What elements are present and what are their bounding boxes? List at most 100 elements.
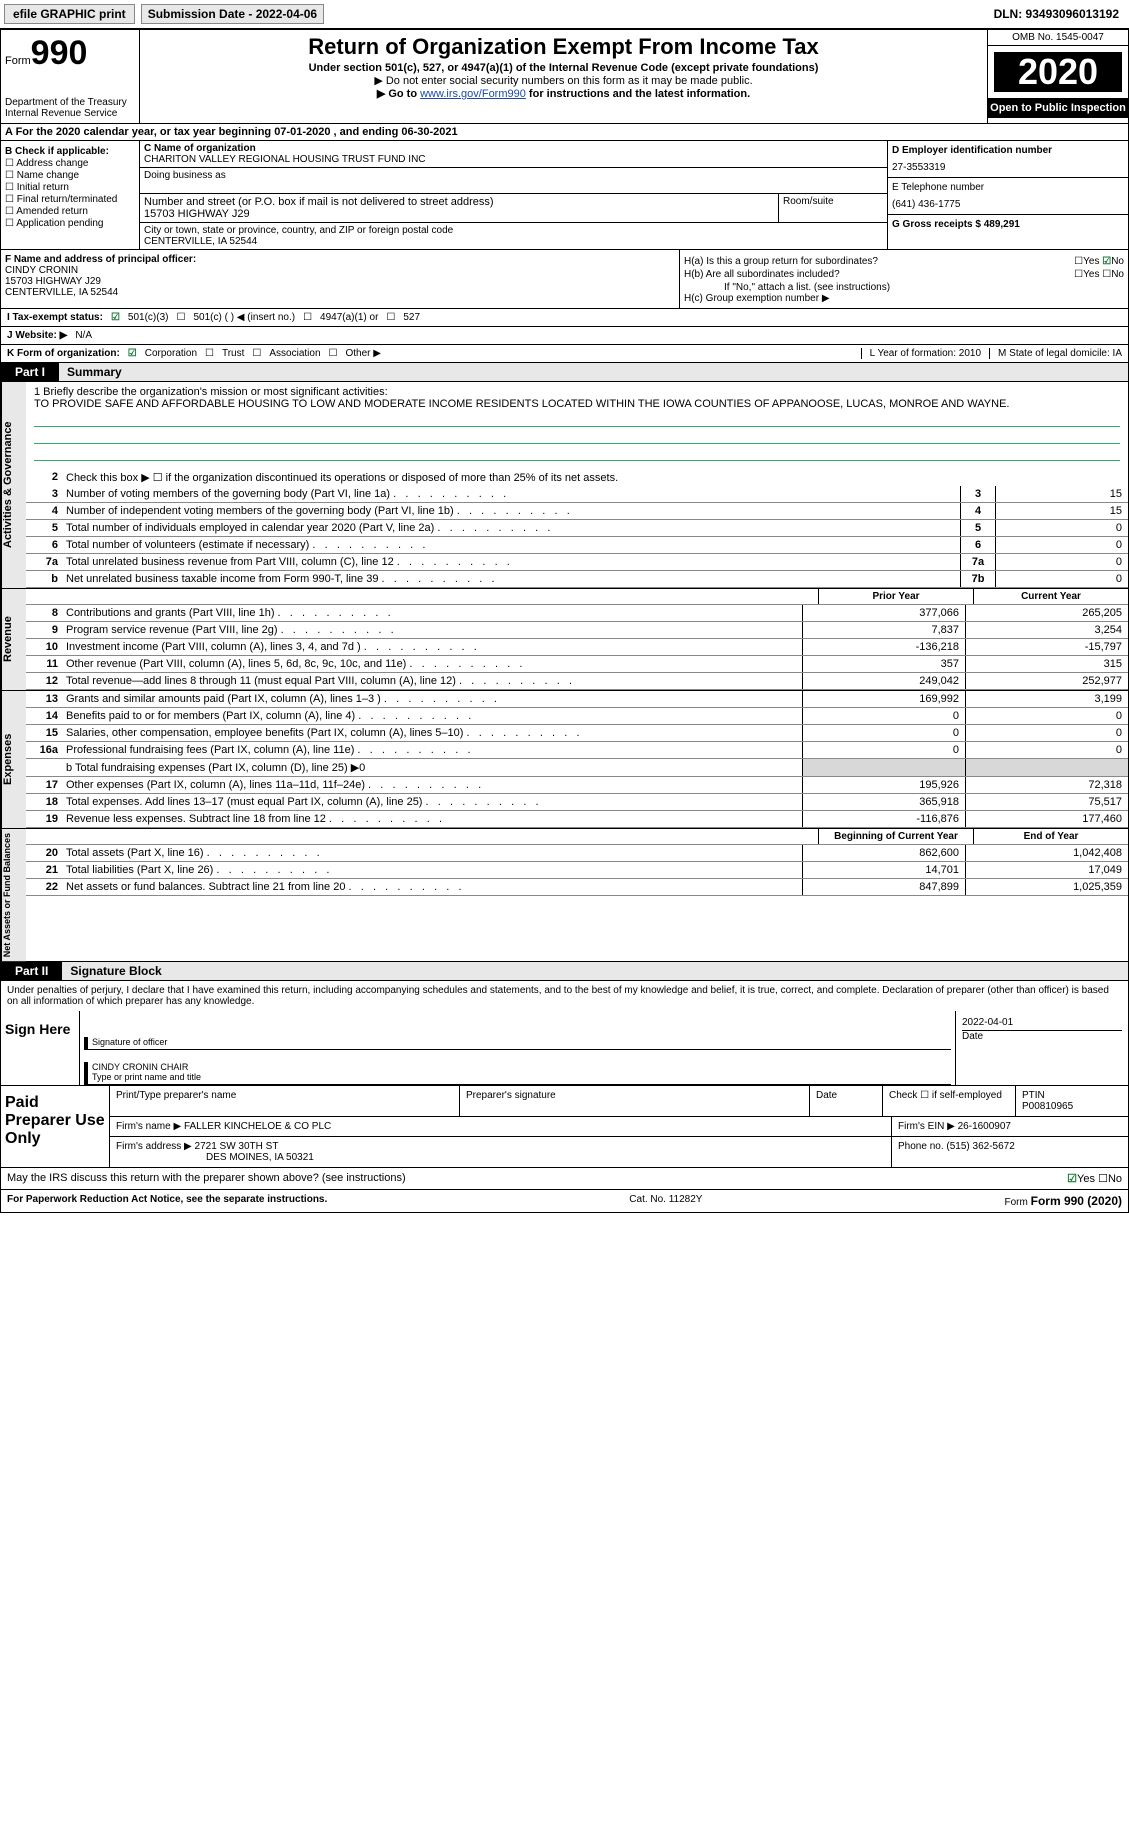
line-14-prior: 0: [802, 708, 965, 724]
firm-addr-cell: Firm's address ▶ 2721 SW 30TH ST DES MOI…: [110, 1137, 892, 1167]
org-name: CHARITON VALLEY REGIONAL HOUSING TRUST F…: [144, 154, 883, 165]
gross-receipts: G Gross receipts $ 489,291: [892, 219, 1124, 230]
line-b-desc: Net unrelated business taxable income fr…: [62, 571, 960, 587]
discuss-no-chk[interactable]: [1098, 1173, 1108, 1185]
hb-no-chk[interactable]: [1102, 269, 1111, 280]
cat-no: Cat. No. 11282Y: [629, 1194, 702, 1208]
chk-initial-return[interactable]: Initial return: [5, 182, 135, 193]
part2-tab: Part II: [1, 962, 62, 980]
chk-final-return[interactable]: Final return/terminated: [5, 194, 135, 205]
line-b-value: 0: [996, 571, 1128, 587]
l-year-formation: L Year of formation: 2010: [861, 348, 981, 359]
line-6-box: 6: [960, 537, 996, 553]
org-name-cell: C Name of organization CHARITON VALLEY R…: [140, 141, 887, 168]
line-11-prior: 357: [802, 656, 965, 672]
line-8-prior: 377,066: [802, 605, 965, 621]
form-word: Form: [5, 55, 31, 67]
form-subtitle-3: ▶ Go to www.irs.gov/Form990 for instruct…: [144, 87, 983, 100]
chk-527[interactable]: [386, 312, 395, 323]
line-9-current: 3,254: [965, 622, 1128, 638]
chk-association[interactable]: [252, 348, 261, 359]
form-header: Form990 Department of the Treasury Inter…: [0, 29, 1129, 124]
mission-block: 1 Briefly describe the organization's mi…: [26, 382, 1128, 469]
officer-addr2: CENTERVILLE, IA 52544: [5, 287, 675, 298]
hb-note: If "No," attach a list. (see instruction…: [684, 282, 1124, 293]
chk-application-pending[interactable]: Application pending: [5, 218, 135, 229]
line-4-value: 15: [996, 503, 1128, 519]
i-label: I Tax-exempt status:: [7, 312, 103, 323]
hb-row: H(b) Are all subordinates included? Yes …: [684, 269, 1124, 280]
prep-selfemp[interactable]: Check ☐ if self-employed: [883, 1086, 1016, 1116]
firm-name-label: Firm's name ▶: [116, 1121, 181, 1132]
form-ref: Form Form 990 (2020): [1005, 1194, 1123, 1208]
line-16a-current: 0: [965, 742, 1128, 758]
mission-text: TO PROVIDE SAFE AND AFFORDABLE HOUSING T…: [34, 398, 1120, 410]
line-16b: b Total fundraising expenses (Part IX, c…: [62, 759, 802, 776]
line-13-prior: 169,992: [802, 691, 965, 707]
sig-date-value: 2022-04-01: [962, 1017, 1122, 1028]
signature-line[interactable]: Signature of officer: [84, 1037, 951, 1050]
chk-corporation[interactable]: [128, 348, 137, 359]
officer-name-line: CINDY CRONIN CHAIR Type or print name an…: [84, 1062, 951, 1085]
hb-label: H(b) Are all subordinates included?: [684, 269, 840, 280]
line-19-prior: -116,876: [802, 811, 965, 827]
section-fh: F Name and address of principal officer:…: [0, 250, 1129, 309]
prep-name-header: Print/Type preparer's name: [110, 1086, 460, 1116]
ha-yes-chk[interactable]: [1074, 256, 1083, 267]
ha-no: No: [1111, 256, 1124, 267]
line-11-current: 315: [965, 656, 1128, 672]
chk-4947[interactable]: [303, 312, 312, 323]
line-10-desc: Investment income (Part VIII, column (A)…: [62, 639, 802, 655]
k-label: K Form of organization:: [7, 348, 120, 359]
col-f-officer: F Name and address of principal officer:…: [1, 250, 680, 308]
netassets-section: Net Assets or Fund Balances Beginning of…: [0, 829, 1129, 962]
j-label: J Website: ▶: [7, 330, 67, 341]
hc-label: H(c) Group exemption number ▶: [684, 293, 1124, 304]
chk-501c[interactable]: [177, 312, 186, 323]
chk-name-change[interactable]: Name change: [5, 170, 135, 181]
m-state-domicile: M State of legal domicile: IA: [989, 348, 1122, 359]
ha-row: H(a) Is this a group return for subordin…: [684, 256, 1124, 267]
hb-no: No: [1111, 269, 1124, 280]
line-22-desc: Net assets or fund balances. Subtract li…: [62, 879, 802, 895]
form-link[interactable]: www.irs.gov/Form990: [420, 88, 526, 100]
chk-trust[interactable]: [205, 348, 214, 359]
firm-ein-label: Firm's EIN ▶: [898, 1121, 955, 1132]
dept-treasury: Department of the Treasury Internal Reve…: [5, 97, 135, 119]
efile-button[interactable]: efile GRAPHIC print: [4, 4, 135, 24]
chk-501c3[interactable]: [111, 312, 120, 323]
ha-yes: Yes: [1083, 256, 1099, 267]
line-6-value: 0: [996, 537, 1128, 553]
signature-block: Under penalties of perjury, I declare th…: [0, 981, 1129, 1086]
line-4-desc: Number of independent voting members of …: [62, 503, 960, 519]
opt-other: Other ▶: [345, 348, 380, 359]
chk-amended-return[interactable]: Amended return: [5, 206, 135, 217]
line-9-desc: Program service revenue (Part VIII, line…: [62, 622, 802, 638]
expenses-vlabel: Expenses: [1, 691, 26, 828]
line-7a-desc: Total unrelated business revenue from Pa…: [62, 554, 960, 570]
line-15-desc: Salaries, other compensation, employee b…: [62, 725, 802, 741]
ein-value: 27-3553319: [892, 162, 1124, 173]
firm-addr-label: Firm's address ▶: [116, 1141, 192, 1152]
hb-yes-chk[interactable]: [1074, 269, 1083, 280]
chk-address-change[interactable]: Address change: [5, 158, 135, 169]
submission-date: Submission Date - 2022-04-06: [141, 4, 324, 24]
line-16a-desc: Professional fundraising fees (Part IX, …: [62, 742, 802, 758]
col-b-checkboxes: B Check if applicable: Address change Na…: [1, 141, 140, 249]
part2-title: Signature Block: [62, 962, 1128, 980]
col-h-group: H(a) Is this a group return for subordin…: [680, 250, 1128, 308]
line-4-box: 4: [960, 503, 996, 519]
ha-no-chk[interactable]: [1102, 256, 1111, 267]
discuss-yes-chk[interactable]: [1067, 1173, 1077, 1185]
preparer-block: Paid Preparer Use Only Print/Type prepar…: [0, 1086, 1129, 1168]
line-18-prior: 365,918: [802, 794, 965, 810]
discuss-no: No: [1108, 1173, 1122, 1185]
chk-other[interactable]: [329, 348, 338, 359]
line-14-desc: Benefits paid to or for members (Part IX…: [62, 708, 802, 724]
line-13-current: 3,199: [965, 691, 1128, 707]
addr-cell: Number and street (or P.O. box if mail i…: [140, 194, 779, 222]
open-to-public: Open to Public Inspection: [988, 98, 1128, 118]
firm-name-value: FALLER KINCHELOE & CO PLC: [184, 1121, 331, 1132]
line-b-box: 7b: [960, 571, 996, 587]
prep-date-header: Date: [810, 1086, 883, 1116]
